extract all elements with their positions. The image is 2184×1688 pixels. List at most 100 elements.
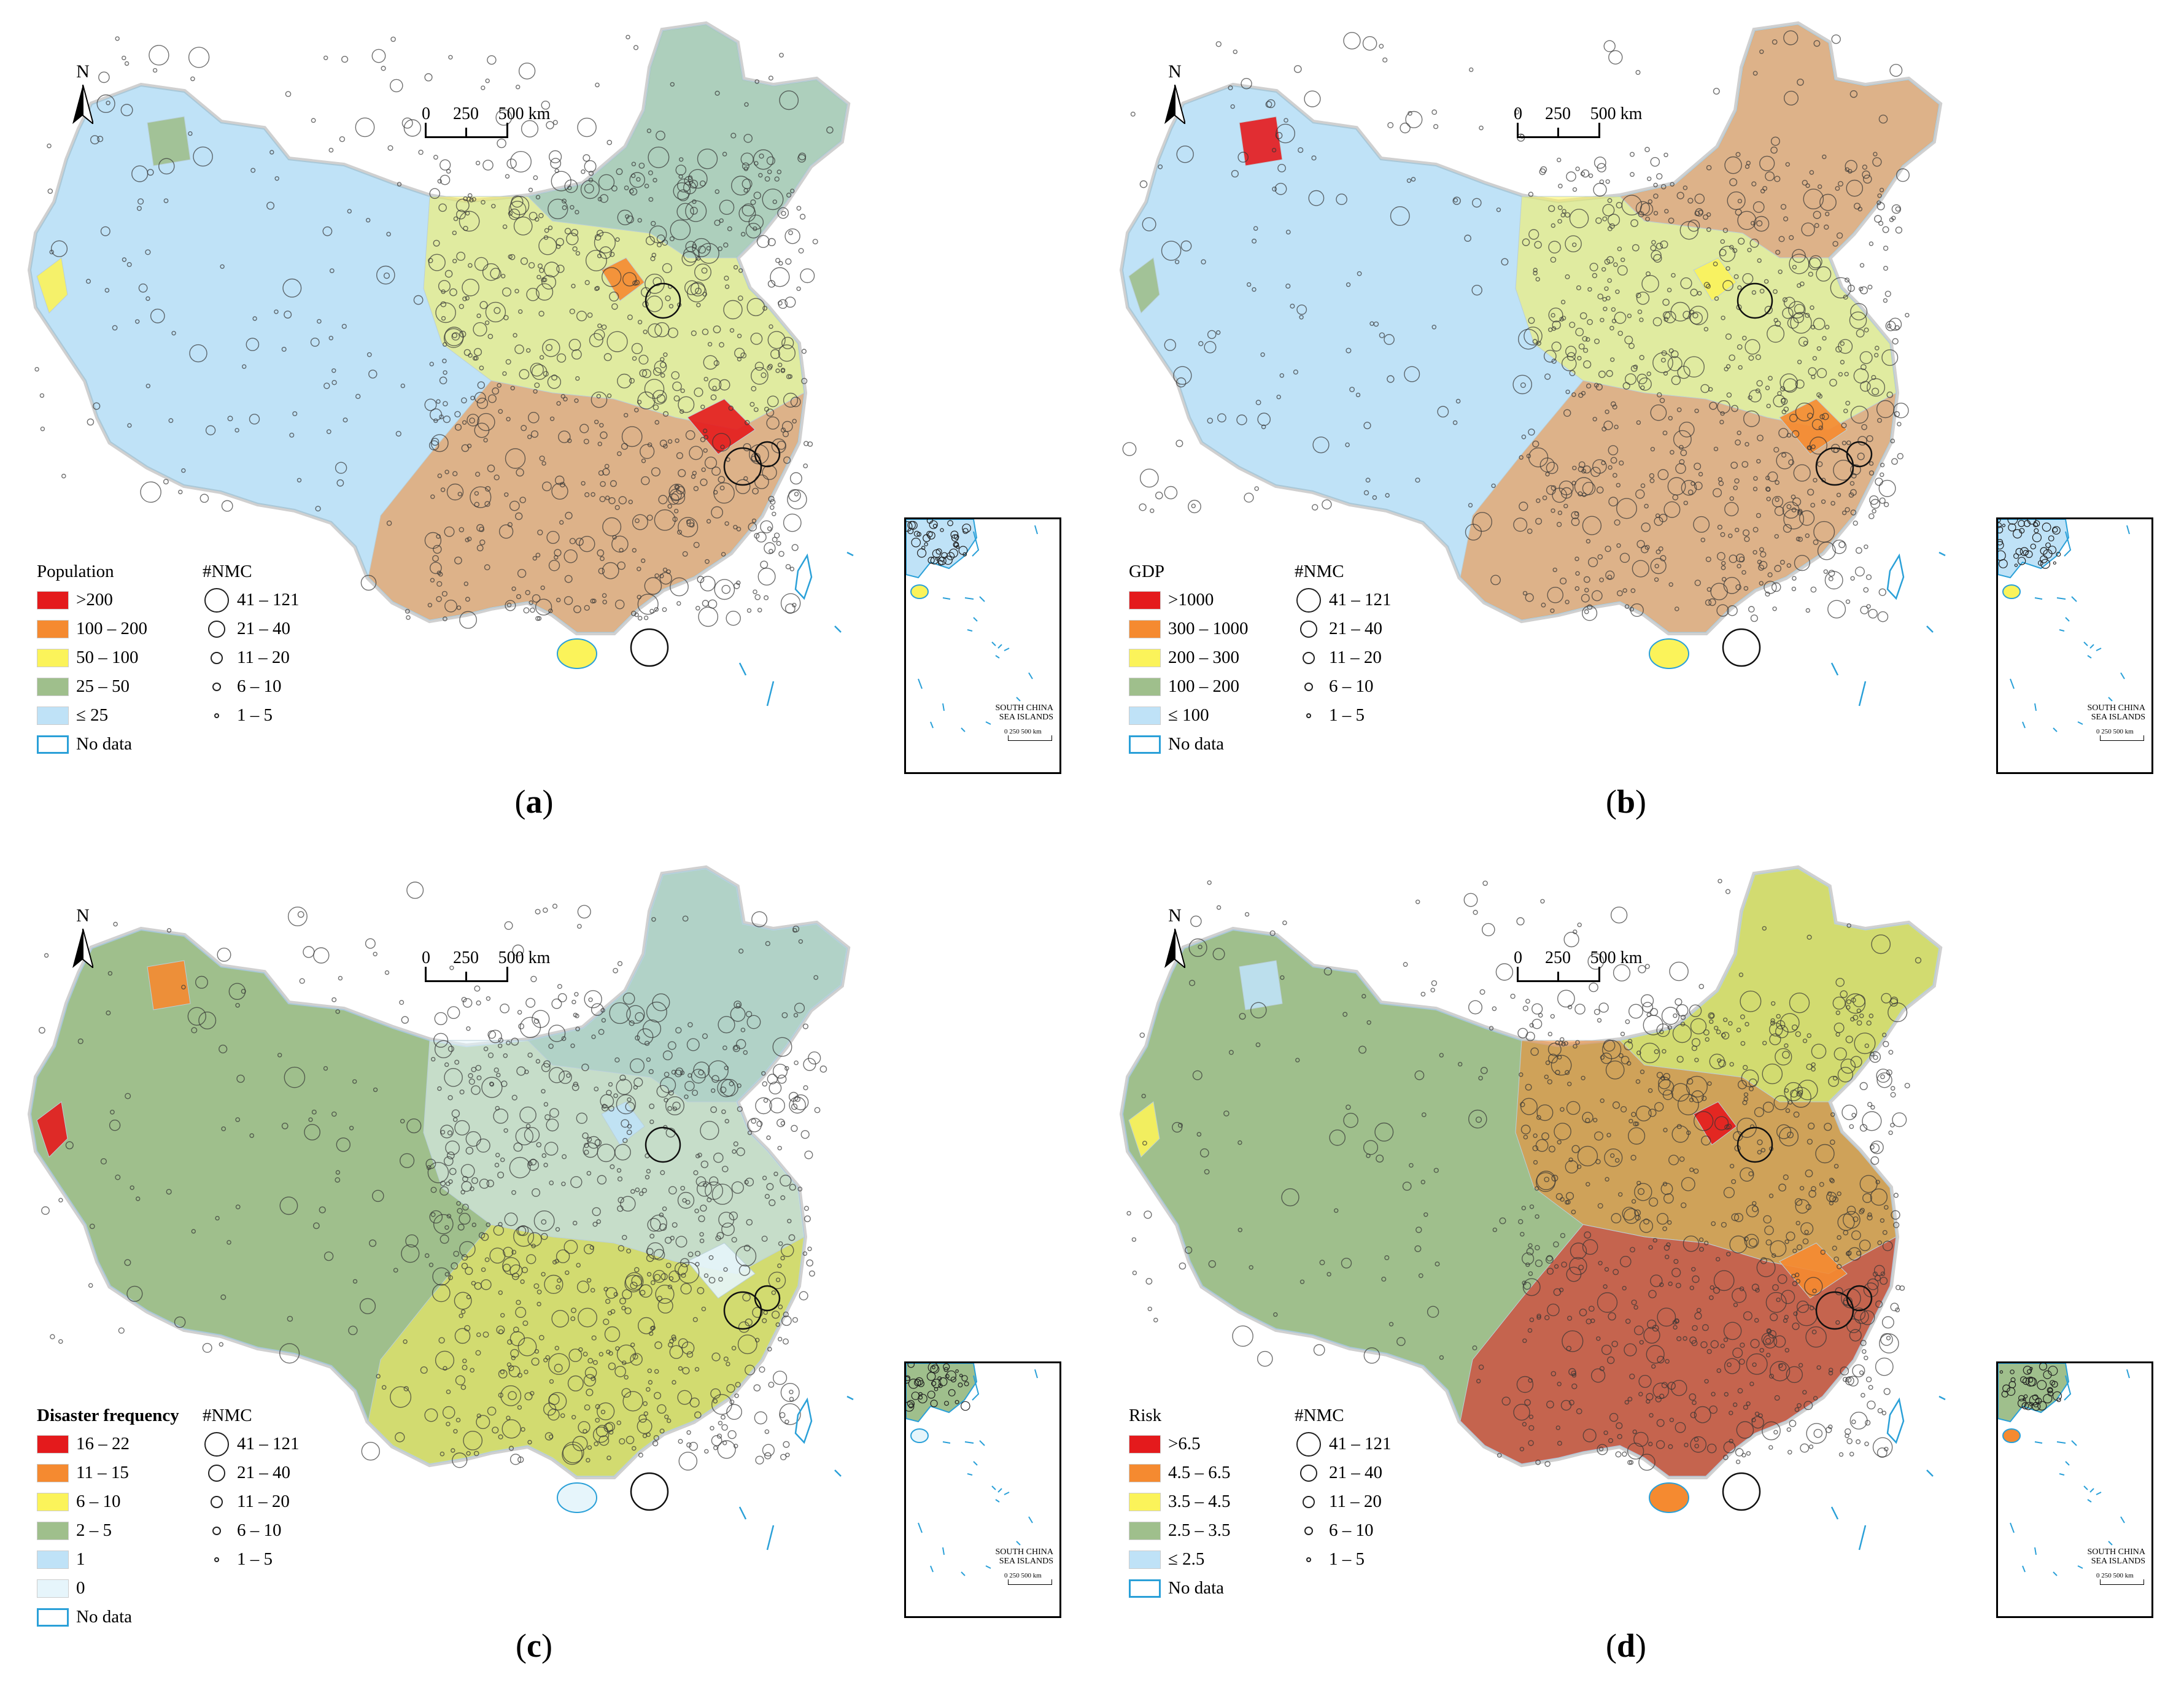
nmc-circle [1644, 544, 1650, 550]
nmc-circle [498, 1221, 503, 1227]
nmc-circle [1792, 1249, 1797, 1253]
nmc-circle [1720, 239, 1725, 244]
nmc-circle [671, 1334, 676, 1340]
nmc-circle [721, 1424, 728, 1431]
nmc-circle [721, 584, 731, 594]
nmc-circle [498, 524, 514, 539]
nmc-circle [571, 1307, 577, 1314]
nmc-circle [1784, 1315, 1789, 1320]
nmc-circle [193, 146, 213, 167]
nmc-circle [1602, 204, 1615, 217]
nmc-circle [1772, 606, 1777, 611]
nmc-circle [1711, 1221, 1716, 1226]
inset-map [1998, 1363, 2130, 1576]
nmc-circle [428, 440, 440, 451]
nmc-circle [1561, 1041, 1566, 1047]
nmc-circle [1683, 1235, 1700, 1252]
nmc-circle [440, 1186, 449, 1196]
nmc-circle [1717, 1058, 1722, 1063]
nmc-circle [754, 533, 760, 539]
nmc-circle [743, 443, 751, 452]
nmc-circle [654, 1341, 662, 1349]
nmc-circle-large [1846, 1285, 1873, 1312]
nmc-circle [287, 906, 308, 926]
inset-label-line2: SEA ISLANDS [999, 1557, 1053, 1566]
nmc-circle [531, 364, 548, 381]
nmc-circle [629, 188, 634, 194]
nmc-circle [1554, 1264, 1559, 1269]
nmc-circle [1781, 452, 1787, 458]
nmc-circle [1390, 206, 1410, 226]
nmc-circle [1816, 1365, 1821, 1370]
nmc-circle [613, 967, 618, 974]
nmc-circle [487, 394, 497, 403]
nmc-circle [738, 948, 744, 954]
nmc-circle [778, 344, 796, 362]
nmc-circle [1657, 1307, 1676, 1327]
nmc-circle [202, 1342, 212, 1353]
nmc-circle [1650, 157, 1660, 167]
nmc-circle [1597, 1292, 1618, 1313]
nmc-circle [764, 176, 770, 182]
nmc-circle-large [1815, 447, 1854, 486]
nmc-circle [1557, 1441, 1562, 1446]
nmc-circle [708, 1255, 714, 1260]
nmc-circle [1694, 1437, 1699, 1442]
nmc-legend-label: 1 – 5 [237, 705, 273, 725]
nmc-circle [641, 476, 650, 486]
nmc-legend-circle [1296, 587, 1321, 613]
nmc-circle [1864, 1441, 1869, 1447]
nmc-circle [1899, 1285, 1905, 1291]
nmc-circle [766, 416, 780, 430]
nmc-circle [680, 1070, 685, 1075]
nmc-circle [1566, 1101, 1581, 1115]
nmc-circle [1463, 892, 1478, 907]
nmc-circle [1775, 497, 1779, 502]
nmc-circle [597, 1402, 615, 1420]
nmc-circle [784, 228, 800, 244]
nmc-circle [548, 225, 553, 230]
nmc-circle [531, 1244, 536, 1249]
nmc-circle [652, 277, 662, 287]
nmc-circle [1587, 319, 1593, 325]
nmc-circle [720, 444, 725, 449]
nmc-circle [723, 300, 743, 320]
nmc-circle [625, 34, 630, 40]
nmc-circle [1729, 1411, 1733, 1415]
inset-nmc-circle [961, 1401, 970, 1411]
nmc-circle [696, 303, 701, 308]
nmc-circle [1239, 1013, 1246, 1020]
nmc-circle [792, 1094, 809, 1110]
nmc-circle [1387, 375, 1395, 383]
choropleth-region [1128, 1101, 1160, 1158]
nmc-circle [1334, 1208, 1339, 1213]
inset-nmc-circle [964, 1381, 969, 1387]
nmc-circle [446, 1389, 451, 1395]
nmc-circle [511, 1355, 516, 1360]
nmc-circle [1625, 373, 1637, 385]
nmc-circle [1846, 999, 1851, 1004]
nmc-circle [1881, 1032, 1887, 1037]
nmc-circle [1832, 1196, 1839, 1202]
nmc-circle [1635, 69, 1641, 75]
nmc-circle [700, 1121, 719, 1140]
nmc-circle [1605, 409, 1609, 414]
nmc-circle [537, 529, 543, 536]
nmc-circle [1563, 1041, 1568, 1046]
scale-bar: 0 250 500 km [422, 104, 578, 138]
nmc-circle [757, 567, 776, 586]
nmc-circle [785, 258, 792, 265]
nmc-circle [625, 1436, 635, 1444]
nmc-circle [1738, 1358, 1745, 1365]
nmc-circle [1551, 341, 1562, 352]
nmc-circle [1744, 164, 1750, 169]
nmc-circle [1794, 554, 1810, 571]
nmc-circle [1651, 250, 1662, 261]
nmc-circle [1587, 287, 1592, 292]
nmc-circle [125, 1093, 131, 1099]
legend-swatch [37, 735, 69, 754]
nmc-circle [249, 414, 260, 425]
nmc-circle [526, 287, 540, 301]
nmc-circle [1797, 1080, 1818, 1101]
nmc-circle [1811, 1062, 1816, 1067]
